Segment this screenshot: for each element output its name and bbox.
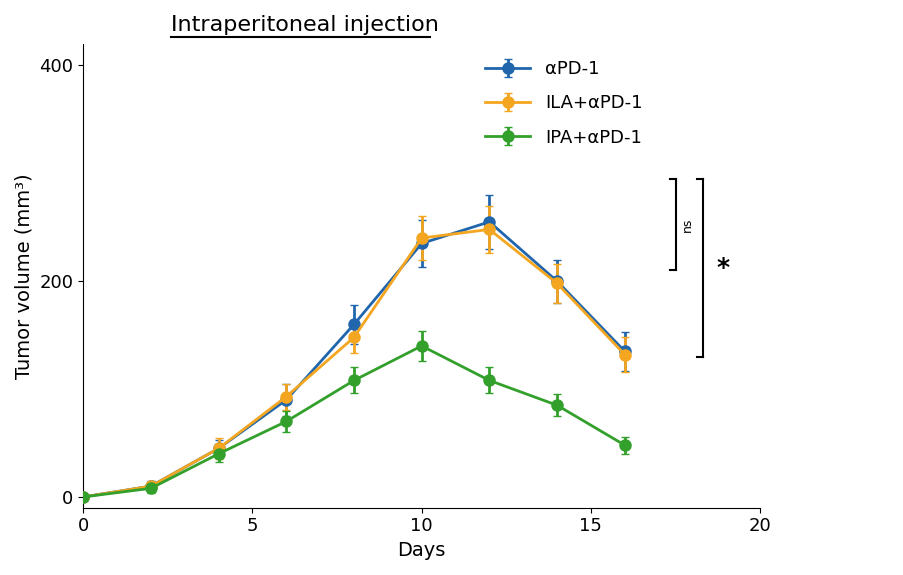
Text: *: *: [715, 256, 729, 279]
X-axis label: Days: Days: [397, 541, 445, 560]
Y-axis label: Tumor volume (mm³): Tumor volume (mm³): [15, 173, 34, 378]
Text: ns: ns: [680, 217, 693, 232]
Legend: αPD-1, ILA+αPD-1, IPA+αPD-1: αPD-1, ILA+αPD-1, IPA+αPD-1: [478, 53, 649, 154]
Text: Intraperitoneal injection: Intraperitoneal injection: [171, 14, 439, 34]
